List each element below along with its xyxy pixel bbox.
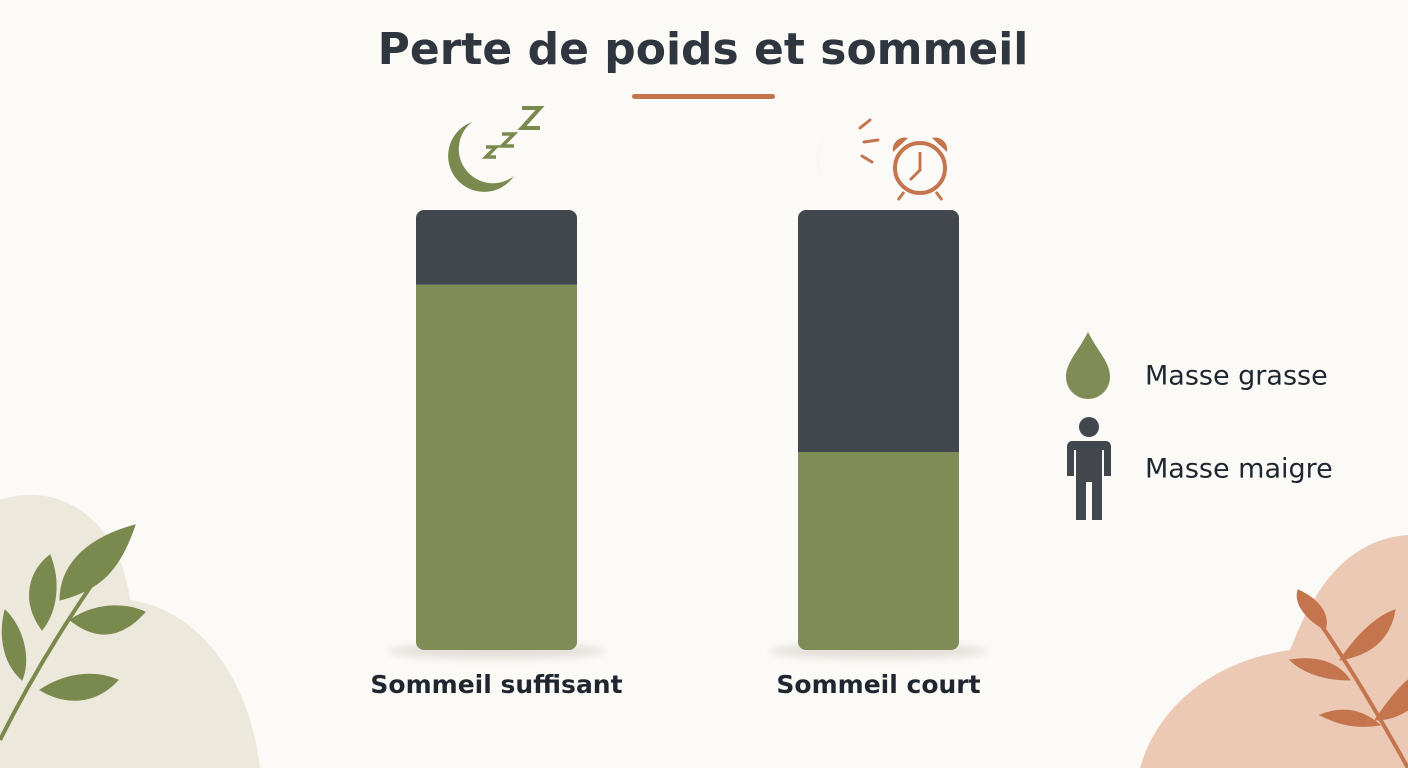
legend-label: Masse grasse	[1145, 361, 1328, 392]
title-underline	[632, 94, 775, 99]
legend-icon	[1067, 417, 1111, 520]
chart-title: Perte de poids et sommeil	[378, 24, 1029, 75]
legend-label: Masse maigre	[1145, 454, 1333, 485]
bar-segment	[416, 284, 577, 650]
legend-icon	[1066, 332, 1110, 399]
bar-segment	[798, 452, 959, 650]
bar-segment	[416, 210, 577, 285]
sleep-icon	[448, 106, 545, 192]
bar-group	[416, 210, 577, 650]
x-tick-label: Sommeil suffisant	[370, 670, 622, 699]
x-tick-label: Sommeil court	[776, 670, 980, 699]
decoration	[0, 494, 1408, 768]
bar-group	[798, 210, 959, 650]
bar-segment	[798, 210, 959, 452]
short-sleep-icon	[817, 118, 948, 201]
